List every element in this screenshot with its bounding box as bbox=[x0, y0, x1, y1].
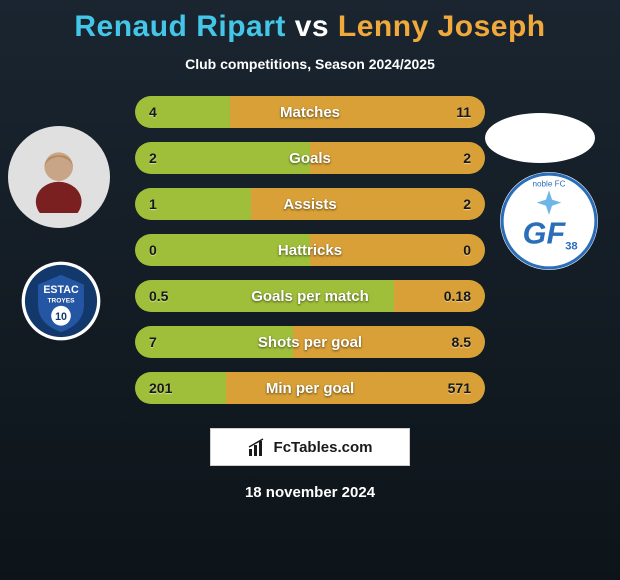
stat-row: 201Min per goal571 bbox=[135, 372, 485, 404]
stat-row: 2Goals2 bbox=[135, 142, 485, 174]
stat-label: Assists bbox=[135, 196, 485, 213]
brand-badge[interactable]: FcTables.com bbox=[210, 428, 410, 466]
club2-badge: noble FC GF 38 bbox=[498, 170, 600, 272]
stat-value-right: 11 bbox=[456, 104, 471, 120]
stat-row: 1Assists2 bbox=[135, 188, 485, 220]
svg-text:38: 38 bbox=[565, 241, 577, 253]
person-icon bbox=[23, 141, 94, 212]
stat-label: Shots per goal bbox=[135, 334, 485, 351]
player1-name: Renaud Ripart bbox=[74, 10, 286, 43]
club1-badge: 1986 ESTAC TROYES 10 bbox=[20, 260, 102, 342]
stats-list: 4Matches112Goals21Assists20Hattricks00.5… bbox=[135, 96, 485, 404]
stat-value-right: 571 bbox=[448, 380, 471, 396]
stat-label: Hattricks bbox=[135, 242, 485, 259]
subtitle: Club competitions, Season 2024/2025 bbox=[0, 56, 620, 72]
stat-label: Goals bbox=[135, 150, 485, 167]
date-text: 18 november 2024 bbox=[0, 484, 620, 501]
stat-value-right: 0 bbox=[463, 242, 471, 258]
card: Renaud Ripart vs Lenny Joseph Club compe… bbox=[0, 0, 620, 580]
stat-row: 0.5Goals per match0.18 bbox=[135, 280, 485, 312]
player1-avatar bbox=[8, 126, 110, 228]
brand-text: FcTables.com bbox=[274, 439, 373, 456]
page-title: Renaud Ripart vs Lenny Joseph bbox=[0, 0, 620, 44]
svg-text:10: 10 bbox=[55, 311, 67, 323]
stat-value-right: 8.5 bbox=[452, 334, 471, 350]
stat-label: Goals per match bbox=[135, 288, 485, 305]
vs-text: vs bbox=[286, 10, 338, 43]
club-icon: noble FC GF 38 bbox=[498, 170, 600, 272]
stat-label: Min per goal bbox=[135, 380, 485, 397]
shield-icon: 1986 ESTAC TROYES 10 bbox=[20, 260, 102, 342]
chart-icon bbox=[248, 437, 268, 457]
stat-row: 4Matches11 bbox=[135, 96, 485, 128]
player2-name: Lenny Joseph bbox=[338, 10, 546, 43]
stat-row: 0Hattricks0 bbox=[135, 234, 485, 266]
stat-value-right: 2 bbox=[463, 150, 471, 166]
stat-row: 7Shots per goal8.5 bbox=[135, 326, 485, 358]
stat-value-right: 2 bbox=[463, 196, 471, 212]
svg-text:noble FC: noble FC bbox=[532, 179, 565, 188]
player2-avatar bbox=[485, 113, 595, 163]
stat-value-right: 0.18 bbox=[444, 288, 471, 304]
svg-text:TROYES: TROYES bbox=[48, 298, 76, 305]
svg-text:ESTAC: ESTAC bbox=[43, 284, 79, 296]
svg-text:GF: GF bbox=[523, 216, 567, 250]
svg-text:1986: 1986 bbox=[54, 266, 69, 273]
stat-label: Matches bbox=[135, 104, 485, 121]
